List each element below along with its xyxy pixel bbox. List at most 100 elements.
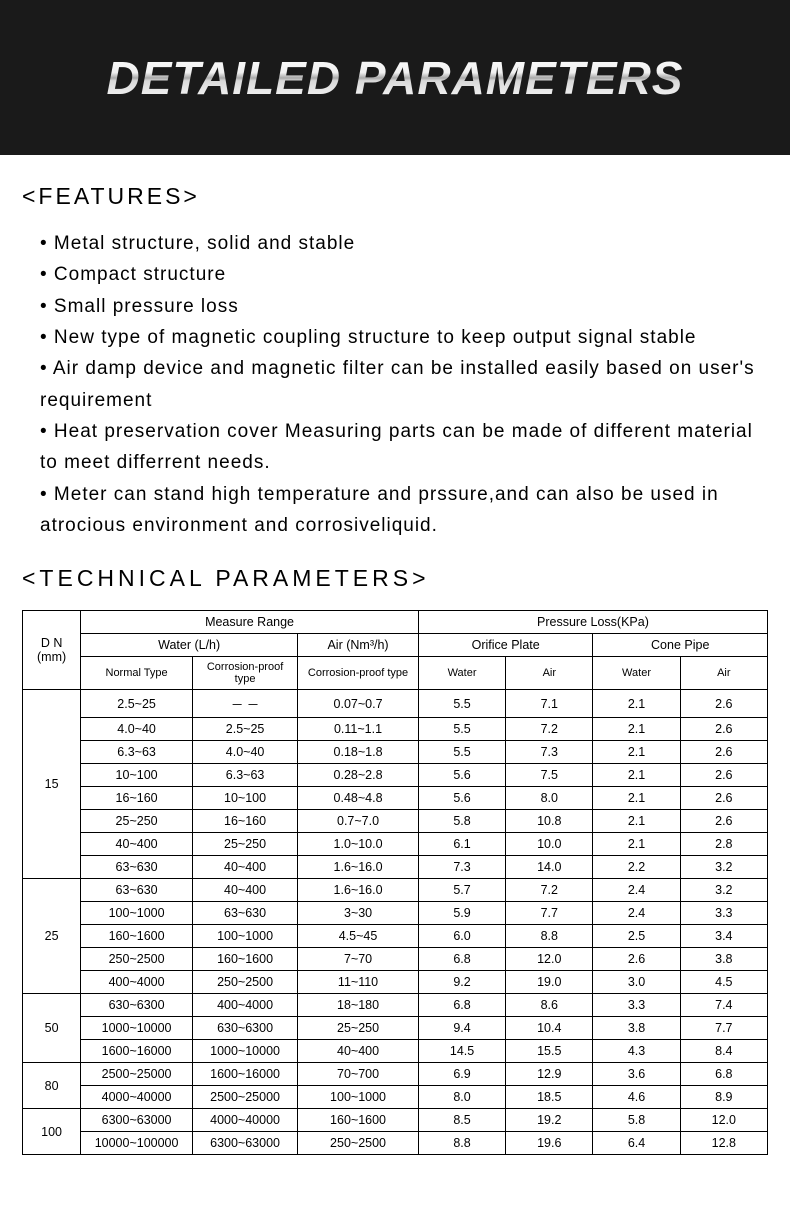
cell: 1600~16000 xyxy=(193,1063,298,1086)
cell: 6.1 xyxy=(418,833,505,856)
table-row: 1006300~630004000~40000160~16008.519.25.… xyxy=(23,1109,768,1132)
cell: 15.5 xyxy=(506,1040,593,1063)
cell: 25~250 xyxy=(193,833,298,856)
table-row: 6.3~634.0~400.18~1.85.57.32.12.6 xyxy=(23,741,768,764)
cell: 7.7 xyxy=(506,902,593,925)
table-row: 1000~10000630~630025~2509.410.43.87.7 xyxy=(23,1017,768,1040)
cell: 5.7 xyxy=(418,879,505,902)
cell: 2.1 xyxy=(593,764,680,787)
th-water-lh: Water (L/h) xyxy=(81,634,298,657)
th-air-nm3h: Air (Nm³/h) xyxy=(298,634,419,657)
cell: 7~70 xyxy=(298,948,419,971)
cell: 5.5 xyxy=(418,718,505,741)
cell: 6.0 xyxy=(418,925,505,948)
table-row: 4.0~402.5~250.11~1.15.57.22.12.6 xyxy=(23,718,768,741)
table-row: 400~4000250~250011~1109.219.03.04.5 xyxy=(23,971,768,994)
cell: 5.6 xyxy=(418,764,505,787)
cell: 63~630 xyxy=(81,856,193,879)
table-row: 250~2500160~16007~706.812.02.63.8 xyxy=(23,948,768,971)
cell: 8.9 xyxy=(680,1086,767,1109)
cell: 250~2500 xyxy=(298,1132,419,1155)
cell: 2.6 xyxy=(680,787,767,810)
cell: 8.0 xyxy=(506,787,593,810)
cell: 0.18~1.8 xyxy=(298,741,419,764)
cell: 10.8 xyxy=(506,810,593,833)
cell: 63~630 xyxy=(193,902,298,925)
cell: 3.4 xyxy=(680,925,767,948)
cell: 2.4 xyxy=(593,879,680,902)
cell: 5.5 xyxy=(418,690,505,718)
cell: 4.5 xyxy=(680,971,767,994)
th-cone: Cone Pipe xyxy=(593,634,768,657)
cell: 12.0 xyxy=(506,948,593,971)
cell: 0.11~1.1 xyxy=(298,718,419,741)
cell: 8.0 xyxy=(418,1086,505,1109)
table-head: D N (mm) Measure Range Pressure Loss(KPa… xyxy=(23,611,768,690)
th-cone-water: Water xyxy=(593,657,680,690)
feature-item: • Heat preservation cover Measuring part… xyxy=(28,416,768,479)
cell: 2.8 xyxy=(680,833,767,856)
th-pressure-loss: Pressure Loss(KPa) xyxy=(418,611,767,634)
cell: 12.8 xyxy=(680,1132,767,1155)
cell: 0.7~7.0 xyxy=(298,810,419,833)
cell: － － xyxy=(193,690,298,718)
cell: 40~400 xyxy=(298,1040,419,1063)
cell: 7.4 xyxy=(680,994,767,1017)
banner-title: DETAILED PARAMETERS xyxy=(107,51,684,105)
cell-dn: 50 xyxy=(23,994,81,1063)
cell: 1.6~16.0 xyxy=(298,856,419,879)
cell: 400~4000 xyxy=(81,971,193,994)
feature-item: • Air damp device and magnetic filter ca… xyxy=(28,353,768,416)
cell: 2.6 xyxy=(680,741,767,764)
cell: 6.4 xyxy=(593,1132,680,1155)
cell: 8.5 xyxy=(418,1109,505,1132)
cell: 160~1600 xyxy=(81,925,193,948)
cell: 70~700 xyxy=(298,1063,419,1086)
th-orifice-air: Air xyxy=(506,657,593,690)
cell: 1.0~10.0 xyxy=(298,833,419,856)
cell: 100~1000 xyxy=(298,1086,419,1109)
cell: 6.3~63 xyxy=(81,741,193,764)
cell: 630~6300 xyxy=(81,994,193,1017)
table-row: 16~16010~1000.48~4.85.68.02.12.6 xyxy=(23,787,768,810)
cell: 4000~40000 xyxy=(81,1086,193,1109)
cell: 6.8 xyxy=(418,948,505,971)
cell: 10000~100000 xyxy=(81,1132,193,1155)
content: <FEATURES> • Metal structure, solid and … xyxy=(0,155,790,1175)
cell: 7.1 xyxy=(506,690,593,718)
features-heading: <FEATURES> xyxy=(22,183,768,210)
cell: 6.3~63 xyxy=(193,764,298,787)
cell: 19.2 xyxy=(506,1109,593,1132)
cell-dn: 15 xyxy=(23,690,81,879)
cell: 0.48~4.8 xyxy=(298,787,419,810)
cell-dn: 25 xyxy=(23,879,81,994)
cell: 7.7 xyxy=(680,1017,767,1040)
cell: 12.0 xyxy=(680,1109,767,1132)
cell: 2.1 xyxy=(593,690,680,718)
tech-params-table: D N (mm) Measure Range Pressure Loss(KPa… xyxy=(22,610,768,1155)
features-list: • Metal structure, solid and stable• Com… xyxy=(22,228,768,541)
cell: 2.1 xyxy=(593,810,680,833)
cell: 2.1 xyxy=(593,787,680,810)
cell: 2.6 xyxy=(680,690,767,718)
cell: 8.4 xyxy=(680,1040,767,1063)
cell: 6.8 xyxy=(680,1063,767,1086)
cell: 16~160 xyxy=(193,810,298,833)
cell: 6.9 xyxy=(418,1063,505,1086)
tech-params-heading: <TECHNICAL PARAMETERS> xyxy=(22,565,768,592)
cell: 2.1 xyxy=(593,718,680,741)
th-measure-range: Measure Range xyxy=(81,611,419,634)
cell: 2.5 xyxy=(593,925,680,948)
cell: 4.6 xyxy=(593,1086,680,1109)
cell: 10~100 xyxy=(81,764,193,787)
table-row: 160~1600100~10004.5~456.08.82.53.4 xyxy=(23,925,768,948)
cell: 5.6 xyxy=(418,787,505,810)
cell: 11~110 xyxy=(298,971,419,994)
cell: 5.5 xyxy=(418,741,505,764)
cell: 160~1600 xyxy=(193,948,298,971)
cell: 4000~40000 xyxy=(193,1109,298,1132)
cell: 9.2 xyxy=(418,971,505,994)
cell: 6300~63000 xyxy=(81,1109,193,1132)
cell: 1600~16000 xyxy=(81,1040,193,1063)
cell: 2.6 xyxy=(680,764,767,787)
